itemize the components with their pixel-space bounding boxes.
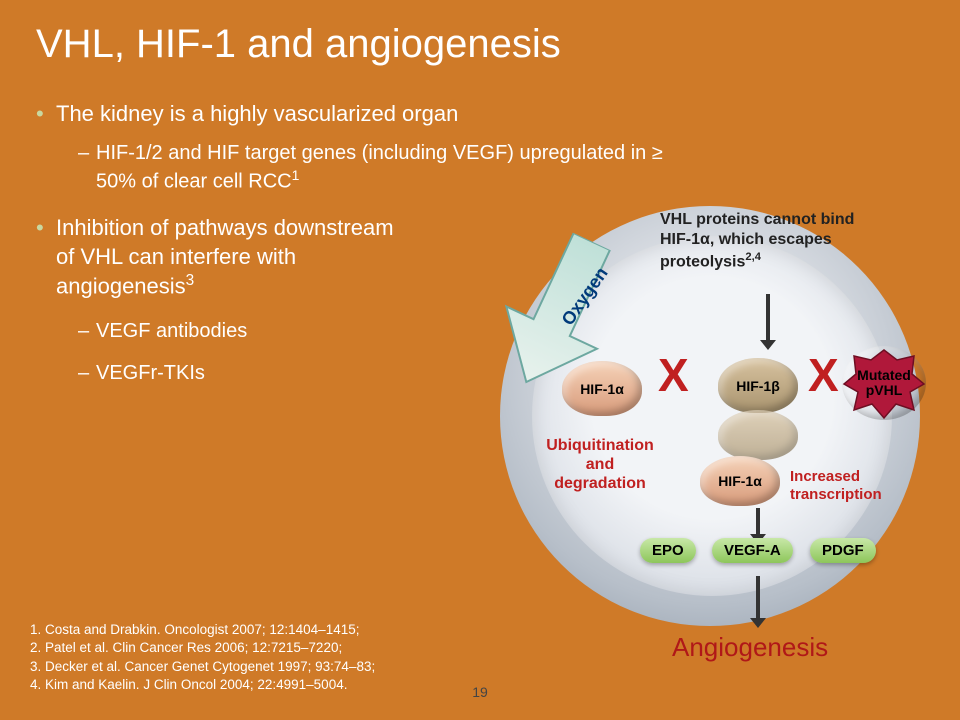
inhibition-l1: Inhibition of pathways downstream (56, 215, 394, 240)
vhl-cannot-sup: 2,4 (745, 251, 761, 263)
bullet-inhibition: Inhibition of pathways downstream of VHL… (36, 214, 456, 301)
inc-l1: Increased (790, 468, 860, 485)
references-block: 1. Costa and Drabkin. Oncologist 2007; 1… (30, 621, 375, 694)
inhibition-l3: angiogenesis (56, 274, 186, 299)
arrow-down-icon (766, 294, 770, 342)
bullet-hif-upregulated-text: HIF-1/2 and HIF target genes (including … (96, 142, 663, 193)
red-x-1: X (658, 348, 689, 402)
sup-3: 3 (186, 272, 195, 289)
vegf-antibodies-text: VEGF antibodies (96, 320, 247, 342)
bullet-vegf-antibodies: VEGF antibodies (78, 318, 247, 344)
ubiq-l1: Ubiquitination (546, 437, 654, 454)
red-x-2: X (808, 348, 839, 402)
ref-2: 2. Patel et al. Clin Cancer Res 2006; 12… (30, 639, 375, 657)
arrow-to-products-icon (756, 508, 760, 536)
pill-epo-label: EPO (652, 542, 684, 559)
hif1b-blob: HIF-1β (718, 358, 798, 413)
mutated-l2: pVHL (866, 382, 903, 398)
vhl-cannot-bind-label: VHL proteins cannot bind HIF-1α, which e… (660, 210, 890, 272)
vegfr-tkis-text: VEGFr-TKIs (96, 362, 205, 384)
bullet-kidney: The kidney is a highly vascularized orga… (36, 100, 676, 129)
mutated-pvhl-blob: Mutated pVHL (842, 346, 926, 420)
pill-epo: EPO (640, 538, 696, 563)
hif1a-lower-label: HIF-1α (718, 473, 762, 489)
hif1a-lower-blob: HIF-1α (700, 456, 780, 506)
hif1b-lower-blob (718, 410, 798, 460)
pill-pdgf-label: PDGF (822, 542, 864, 559)
ubiq-l2: and (586, 456, 614, 473)
increased-transcription-label: Increased transcription (790, 468, 920, 504)
ref-3: 3. Decker et al. Cancer Genet Cytogenet … (30, 658, 375, 676)
inhibition-l2: of VHL can interfere with (56, 244, 296, 269)
mutated-l1: Mutated (857, 367, 911, 383)
ubiquitination-label: Ubiquitination and degradation (530, 436, 670, 494)
ref-4: 4. Kim and Kaelin. J Clin Oncol 2004; 22… (30, 676, 375, 694)
pill-vegfa-label: VEGF-A (724, 542, 781, 559)
slide-number: 19 (472, 684, 488, 700)
sup-1: 1 (292, 167, 300, 183)
inc-l2: transcription (790, 486, 882, 503)
arrow-to-angiogenesis-icon (756, 576, 760, 620)
cell-diagram: Oxygen VHL proteins cannot bind HIF-1α, … (490, 206, 930, 646)
slide-title: VHL, HIF-1 and angiogenesis (36, 22, 561, 67)
angiogenesis-label: Angiogenesis (672, 632, 828, 663)
pill-pdgf: PDGF (810, 538, 876, 563)
vhl-cannot-l2: HIF-1α, which escapes (660, 231, 832, 248)
slide: VHL, HIF-1 and angiogenesis The kidney i… (0, 0, 960, 720)
ubiq-l3: degradation (554, 475, 646, 492)
pill-vegfa: VEGF-A (712, 538, 793, 563)
ref-1: 1. Costa and Drabkin. Oncologist 2007; 1… (30, 621, 375, 639)
hif1a-label: HIF-1α (580, 381, 624, 397)
bullet-vegfr-tkis: VEGFr-TKIs (78, 360, 205, 386)
bullet-hif-upregulated: HIF-1/2 and HIF target genes (including … (78, 140, 678, 195)
bullet-kidney-text: The kidney is a highly vascularized orga… (56, 101, 458, 126)
vhl-cannot-l1: VHL proteins cannot bind (660, 211, 854, 228)
vhl-cannot-l3: proteolysis (660, 253, 745, 270)
hif1b-label: HIF-1β (736, 378, 780, 394)
hif1a-blob: HIF-1α (562, 361, 642, 416)
